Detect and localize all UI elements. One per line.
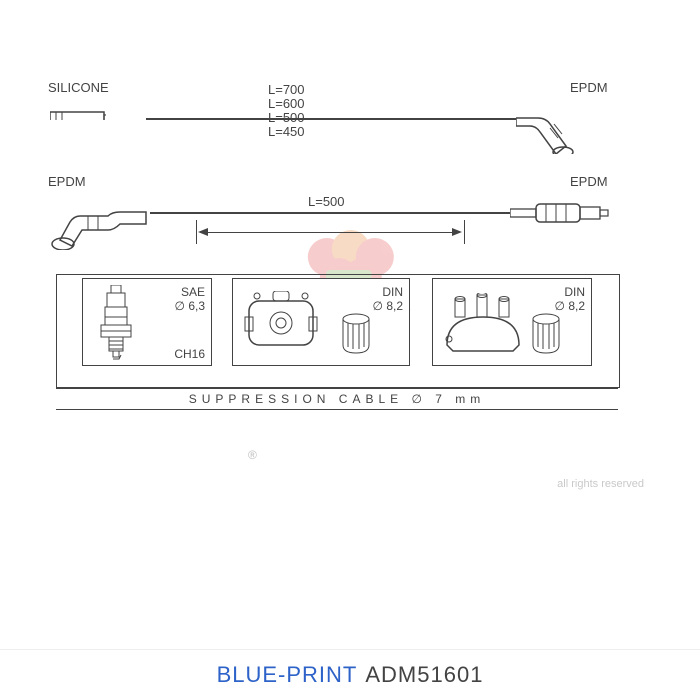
- spark-plug-icon: [91, 285, 141, 361]
- dim-tick-left: [196, 220, 197, 244]
- cap-socket-icon: [531, 313, 561, 357]
- wire-top: [146, 118, 516, 120]
- length-mid: L=500: [308, 194, 345, 209]
- part-number: ADM51601: [365, 662, 483, 688]
- box1-extra: CH16: [174, 347, 205, 361]
- boot-straight-right-icon: [510, 198, 614, 228]
- length-top-1: L=600: [268, 96, 305, 111]
- box2-std: DIN: [382, 285, 403, 299]
- distributor-cap-icon: [441, 293, 527, 357]
- box1-std: SAE: [181, 285, 205, 299]
- suppression-bar: SUPPRESSION CABLE ∅ 7 mm: [56, 388, 618, 410]
- boot-silicone-icon: [50, 104, 106, 120]
- length-top-0: L=700: [268, 82, 305, 97]
- diagram-area: SILICONE EPDM L=700 L=600 L=500 L=450 EP…: [40, 60, 640, 420]
- dim-tick-right: [464, 220, 465, 244]
- dim-line: [208, 232, 452, 233]
- box3-std: DIN: [564, 285, 585, 299]
- connector-box-1: SAE ∅ 6,3 CH16: [82, 278, 212, 366]
- label-top-left: SILICONE: [48, 80, 109, 95]
- ignition-coil-icon: [243, 291, 335, 357]
- box2-dia: ∅ 8,2: [373, 299, 403, 313]
- length-top-3: L=450: [268, 124, 305, 139]
- registered-mark: ®: [248, 448, 257, 462]
- label-mid-right: EPDM: [570, 174, 608, 189]
- rights-text: all rights reserved: [557, 478, 644, 490]
- box3-dia: ∅ 8,2: [555, 299, 585, 313]
- boot-angled-left-icon: [46, 190, 150, 250]
- box1-dia: ∅ 6,3: [175, 299, 205, 313]
- wire-mid: [150, 212, 510, 214]
- brand-name: BLUE-PRINT: [217, 662, 358, 688]
- dim-arrow-left-icon: [198, 228, 208, 236]
- canvas: FACET SILICONE EPDM L=700 L=600 L=500 L=…: [0, 0, 700, 700]
- coil-socket-icon: [341, 313, 371, 357]
- length-top-2: L=500: [268, 110, 305, 125]
- label-top-right: EPDM: [570, 80, 608, 95]
- label-mid-left: EPDM: [48, 174, 86, 189]
- dim-arrow-right-icon: [452, 228, 462, 236]
- caption-bar: BLUE-PRINT ADM51601: [0, 649, 700, 700]
- boot-angled-top-icon: [516, 96, 592, 154]
- connector-box-3: DIN ∅ 8,2: [432, 278, 592, 366]
- connector-box-2: DIN ∅ 8,2: [232, 278, 410, 366]
